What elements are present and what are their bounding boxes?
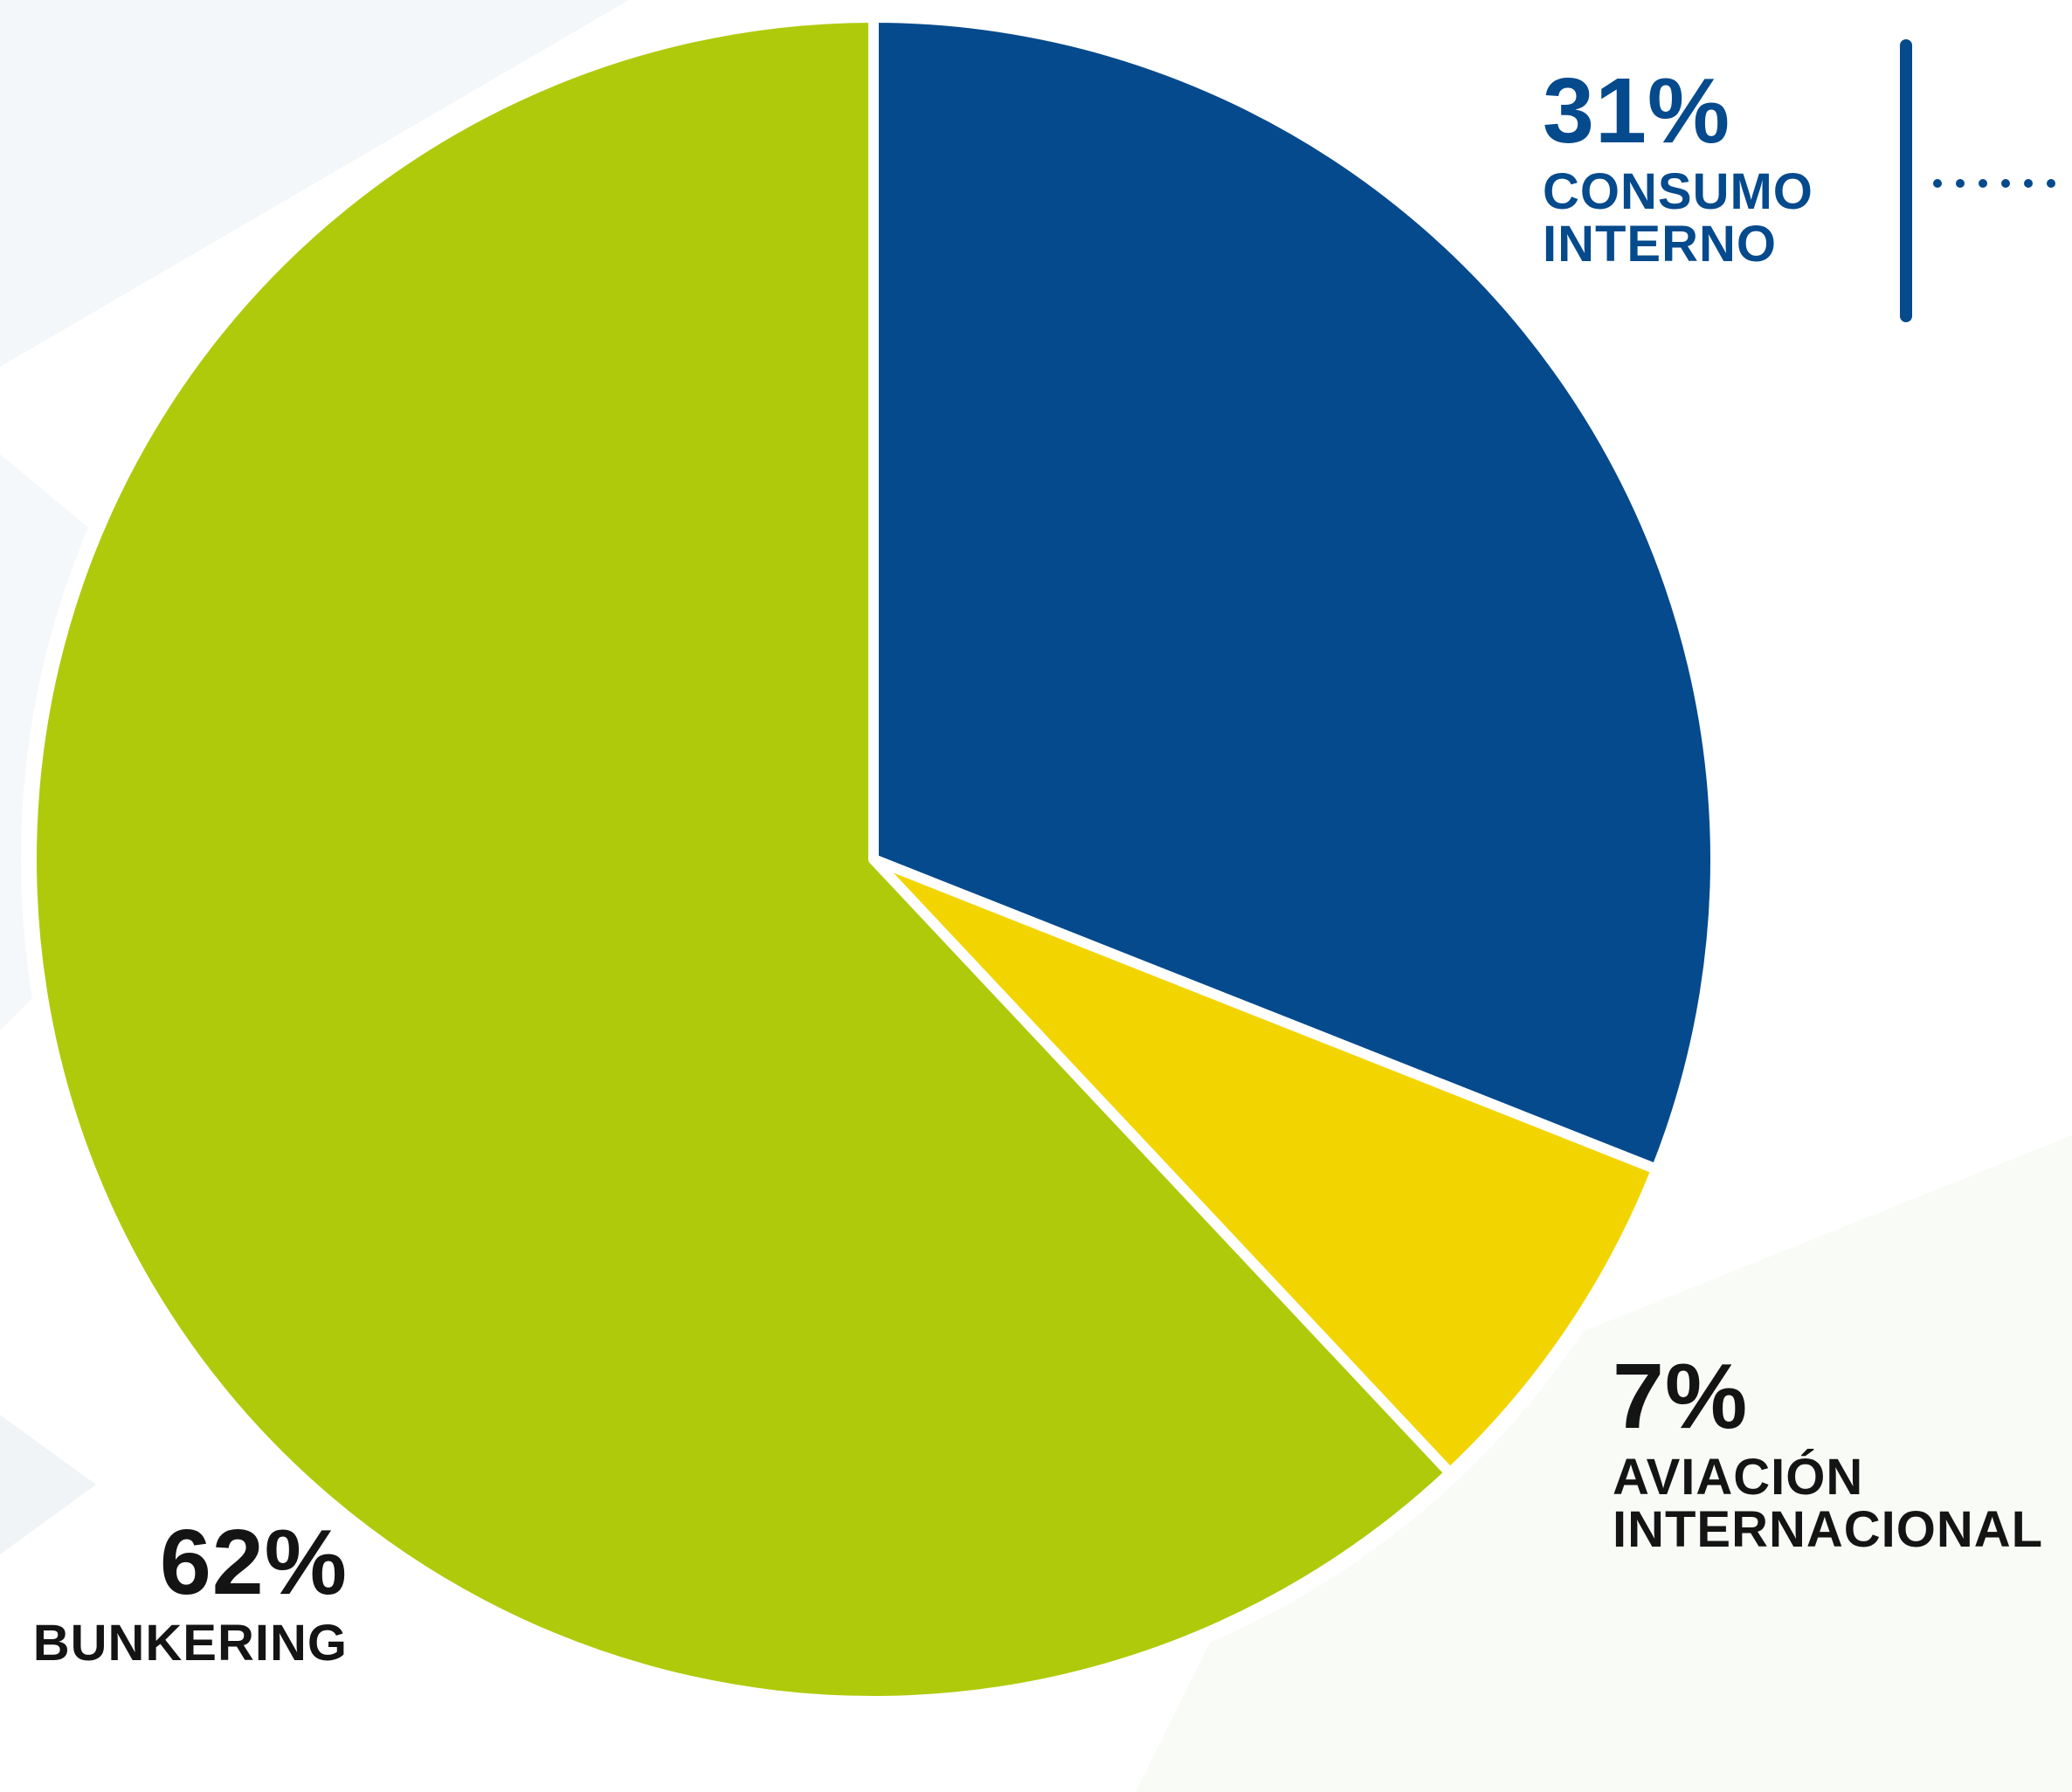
label-consumo-interno: 31% CONSUMO INTERNO	[1543, 65, 1813, 272]
background-shape-bottom-left	[0, 1415, 96, 1554]
pie-slices	[26, 12, 1721, 1706]
consumo-dotted-leader	[1933, 179, 2055, 188]
label-bunkering: 62% BUNKERING	[0, 1516, 348, 1670]
aviacion-internacional-name-line2: INTERNACIONAL	[1613, 1501, 2044, 1559]
pie-slice-bunkering	[26, 12, 1455, 1706]
consumo-interno-percent: 31%	[1543, 59, 1731, 162]
background-shape-bottom-right	[1136, 1135, 2072, 1792]
consumo-interno-name-line1: CONSUMO	[1543, 163, 1813, 220]
label-aviacion-internacional: 7% AVIACIÓN INTERNACIONAL	[1613, 1350, 2043, 1557]
pie-slice-consumo-interno	[868, 12, 1721, 1175]
background-shape-top-left	[0, 0, 629, 367]
consumo-interno-name-line2: INTERNO	[1543, 216, 1777, 273]
aviacion-internacional-percent: 7%	[1613, 1345, 1749, 1448]
bunkering-name: BUNKERING	[32, 1615, 348, 1671]
pie-slice-aviaci-n-internacional	[868, 854, 1662, 1478]
aviacion-internacional-name-line1: AVIACIÓN	[1613, 1449, 1864, 1506]
bunkering-percent: 62%	[159, 1511, 348, 1614]
